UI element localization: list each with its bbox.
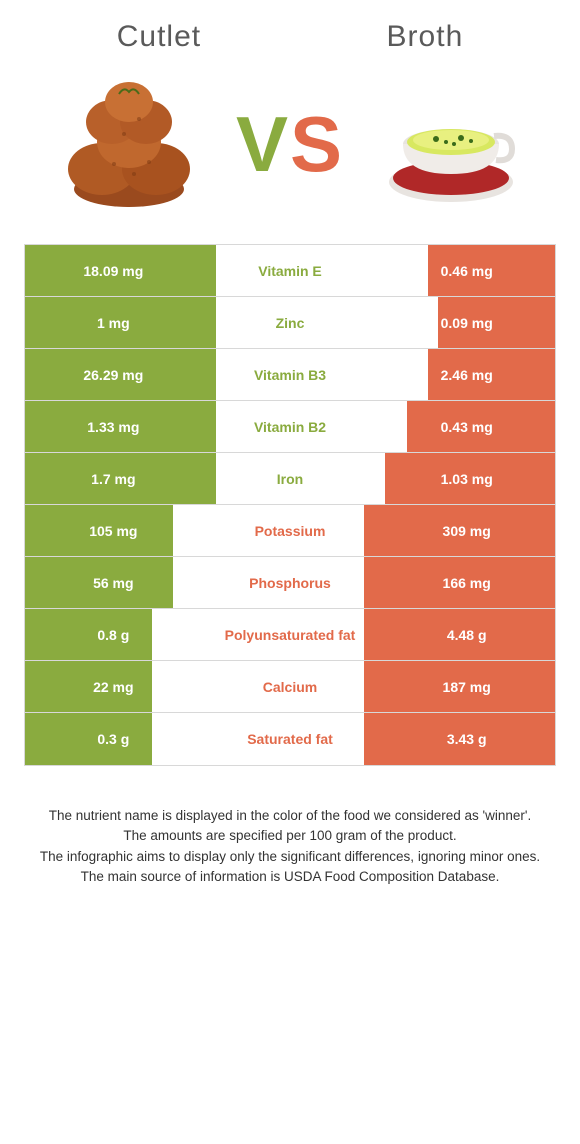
table-row: 0.8 gPolyunsaturated fat4.48 g <box>25 609 555 661</box>
table-row: 1 mgZinc0.09 mg <box>25 297 555 349</box>
right-value: 0.09 mg <box>378 297 555 348</box>
nutrient-name: Vitamin B3 <box>202 349 379 400</box>
vs-s-letter: S <box>290 100 344 188</box>
footer-line-1: The nutrient name is displayed in the co… <box>32 806 548 826</box>
left-value: 1.33 mg <box>25 401 202 452</box>
vs-label: VS <box>236 99 344 190</box>
nutrient-name: Saturated fat <box>202 713 379 765</box>
table-row: 1.7 mgIron1.03 mg <box>25 453 555 505</box>
footer-line-2: The amounts are specified per 100 gram o… <box>32 826 548 846</box>
images-row: VS <box>24 74 556 214</box>
nutrient-name: Vitamin E <box>202 245 379 296</box>
right-value: 3.43 g <box>378 713 555 765</box>
left-value: 105 mg <box>25 505 202 556</box>
footer-line-4: The main source of information is USDA F… <box>32 867 548 887</box>
footer-line-3: The infographic aims to display only the… <box>32 847 548 867</box>
left-value: 0.3 g <box>25 713 202 765</box>
right-value: 0.46 mg <box>378 245 555 296</box>
left-value: 1.7 mg <box>25 453 202 504</box>
broth-image <box>376 74 526 214</box>
food-title-right: Broth <box>387 20 464 54</box>
left-value: 1 mg <box>25 297 202 348</box>
footer-notes: The nutrient name is displayed in the co… <box>24 806 556 887</box>
left-value: 18.09 mg <box>25 245 202 296</box>
table-row: 18.09 mgVitamin E0.46 mg <box>25 245 555 297</box>
right-value: 166 mg <box>378 557 555 608</box>
table-row: 26.29 mgVitamin B32.46 mg <box>25 349 555 401</box>
right-value: 309 mg <box>378 505 555 556</box>
nutrient-name: Zinc <box>202 297 379 348</box>
left-value: 26.29 mg <box>25 349 202 400</box>
nutrient-name: Iron <box>202 453 379 504</box>
nutrient-name: Polyunsaturated fat <box>202 609 379 660</box>
table-row: 105 mgPotassium309 mg <box>25 505 555 557</box>
cutlet-image <box>54 74 204 214</box>
nutrient-name: Vitamin B2 <box>202 401 379 452</box>
table-row: 56 mgPhosphorus166 mg <box>25 557 555 609</box>
food-title-left: Cutlet <box>117 20 201 54</box>
table-row: 1.33 mgVitamin B20.43 mg <box>25 401 555 453</box>
nutrient-table: 18.09 mgVitamin E0.46 mg1 mgZinc0.09 mg2… <box>24 244 556 766</box>
right-value: 1.03 mg <box>378 453 555 504</box>
vs-v-letter: V <box>236 100 290 188</box>
right-value: 187 mg <box>378 661 555 712</box>
left-value: 22 mg <box>25 661 202 712</box>
left-value: 0.8 g <box>25 609 202 660</box>
nutrient-name: Potassium <box>202 505 379 556</box>
table-row: 22 mgCalcium187 mg <box>25 661 555 713</box>
nutrient-name: Calcium <box>202 661 379 712</box>
right-value: 0.43 mg <box>378 401 555 452</box>
right-value: 4.48 g <box>378 609 555 660</box>
right-value: 2.46 mg <box>378 349 555 400</box>
header-row: Cutlet Broth <box>24 20 556 54</box>
left-value: 56 mg <box>25 557 202 608</box>
nutrient-name: Phosphorus <box>202 557 379 608</box>
table-row: 0.3 gSaturated fat3.43 g <box>25 713 555 765</box>
